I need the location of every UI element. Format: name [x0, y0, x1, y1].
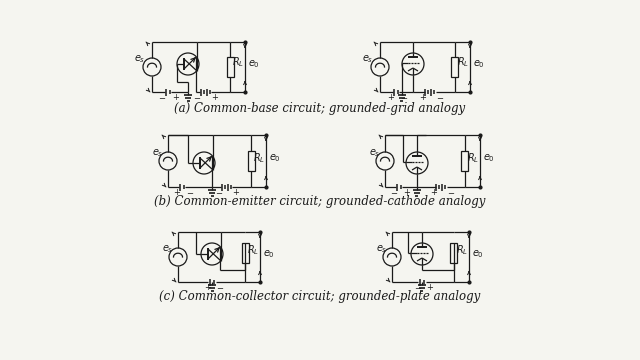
Text: $-$: $-$ — [193, 93, 201, 102]
Text: $R_L$: $R_L$ — [456, 243, 468, 257]
Text: (c) Common-collector circuit; grounded-plate analogy: (c) Common-collector circuit; grounded-p… — [159, 290, 481, 303]
Text: $-$: $-$ — [158, 93, 166, 102]
Text: $+$: $+$ — [430, 187, 438, 197]
Bar — [461, 151, 468, 171]
Bar — [248, 151, 255, 171]
Text: $+$: $+$ — [387, 92, 395, 102]
Text: $+$: $+$ — [211, 92, 219, 102]
Text: $-$: $-$ — [400, 93, 408, 102]
Text: $+$: $+$ — [204, 282, 212, 292]
Text: $+$: $+$ — [172, 92, 180, 102]
Text: $R_L$: $R_L$ — [467, 151, 479, 165]
Text: $-$: $-$ — [390, 188, 398, 197]
Text: (a) Common-base circuit; grounded-grid analogy: (a) Common-base circuit; grounded-grid a… — [175, 102, 465, 115]
Text: $+$: $+$ — [419, 92, 427, 102]
Text: $+$: $+$ — [403, 187, 411, 197]
Text: $R_L$: $R_L$ — [253, 151, 265, 165]
Text: $-$: $-$ — [215, 188, 223, 197]
Text: $-$: $-$ — [414, 283, 422, 292]
Text: $e_0$: $e_0$ — [473, 58, 485, 70]
Text: $-$: $-$ — [216, 283, 224, 292]
Text: $e_s$: $e_s$ — [152, 147, 163, 159]
Text: $e_0$: $e_0$ — [269, 152, 281, 164]
Text: $e_s$: $e_s$ — [362, 53, 373, 65]
Text: $+$: $+$ — [426, 282, 434, 292]
Text: $e_s$: $e_s$ — [376, 243, 387, 255]
Text: $R_L$: $R_L$ — [247, 243, 259, 257]
Text: $e_0$: $e_0$ — [483, 152, 495, 164]
Text: $-$: $-$ — [186, 188, 194, 197]
Bar — [451, 57, 458, 77]
Text: $e_0$: $e_0$ — [472, 248, 484, 260]
Bar — [451, 243, 458, 263]
Bar — [241, 243, 248, 263]
Text: $-$: $-$ — [436, 93, 444, 102]
Text: $R_L$: $R_L$ — [232, 55, 244, 69]
Text: $e_s$: $e_s$ — [134, 53, 145, 65]
Text: $e_0$: $e_0$ — [263, 248, 275, 260]
Text: $-$: $-$ — [447, 188, 455, 197]
Text: $R_L$: $R_L$ — [457, 55, 469, 69]
Text: $e_s$: $e_s$ — [369, 147, 380, 159]
Text: (b) Common-emitter circuit; grounded-cathode analogy: (b) Common-emitter circuit; grounded-cat… — [154, 195, 486, 208]
Bar — [227, 57, 234, 77]
Text: $e_0$: $e_0$ — [248, 58, 260, 70]
Text: $+$: $+$ — [173, 187, 181, 197]
Text: $e_s$: $e_s$ — [162, 243, 173, 255]
Text: $+$: $+$ — [232, 187, 240, 197]
